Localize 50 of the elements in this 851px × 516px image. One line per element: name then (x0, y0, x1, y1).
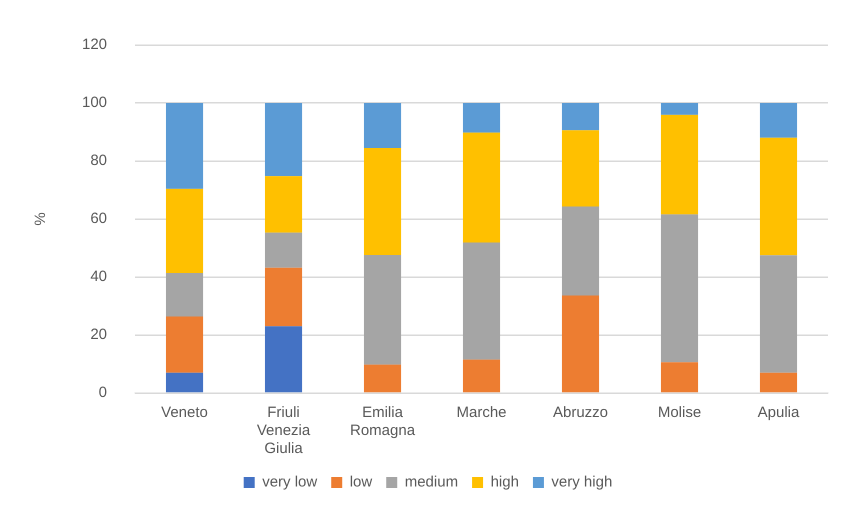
bar (264, 103, 302, 176)
legend-label: very low (262, 474, 318, 491)
bar (562, 206, 600, 296)
bar (462, 132, 500, 242)
bar (462, 103, 500, 133)
bar (660, 214, 698, 362)
bar (562, 296, 600, 392)
legend-label: very high (551, 474, 612, 491)
bar (562, 103, 600, 130)
bar (364, 103, 402, 148)
bar (364, 148, 402, 255)
bar (760, 372, 798, 392)
bar (562, 130, 600, 207)
bar (660, 362, 698, 392)
bar (264, 268, 302, 326)
y-axis-title: % (32, 212, 50, 226)
y-tick-label: 60 (90, 210, 108, 228)
bar (166, 272, 204, 316)
x-tick-label: Emilia Romagna (350, 404, 416, 440)
y-tick-label: 0 (98, 384, 108, 402)
y-tick-label: 20 (90, 326, 108, 344)
bar (264, 176, 302, 233)
bar (760, 138, 798, 256)
x-tick-label: Marche (456, 404, 507, 422)
x-tick-label: Friuli Venezia Giulia (256, 404, 311, 458)
bar (264, 232, 302, 268)
bar (660, 103, 698, 115)
legend-label: medium (404, 474, 458, 491)
y-tick-label: 40 (90, 268, 108, 286)
legend-label: low (350, 474, 372, 491)
bar (166, 372, 204, 392)
bar (462, 242, 500, 360)
bar (264, 326, 302, 392)
x-tick-label: Abruzzo (552, 404, 608, 422)
bar (760, 255, 798, 373)
legend-label: high (490, 474, 519, 491)
y-tick-label: 120 (82, 36, 108, 54)
bar (166, 316, 204, 373)
x-tick-label: Apulia (758, 404, 800, 422)
x-tick-label: Molise (658, 404, 702, 422)
y-tick-label: 80 (90, 152, 108, 170)
bar (166, 188, 204, 273)
bar (660, 114, 698, 214)
bar (760, 103, 798, 138)
y-tick-label: 100 (82, 94, 108, 112)
bar (364, 254, 402, 365)
bar (166, 103, 204, 189)
bar (462, 360, 500, 392)
bar (364, 364, 402, 392)
x-tick-label: Veneto (161, 404, 208, 422)
